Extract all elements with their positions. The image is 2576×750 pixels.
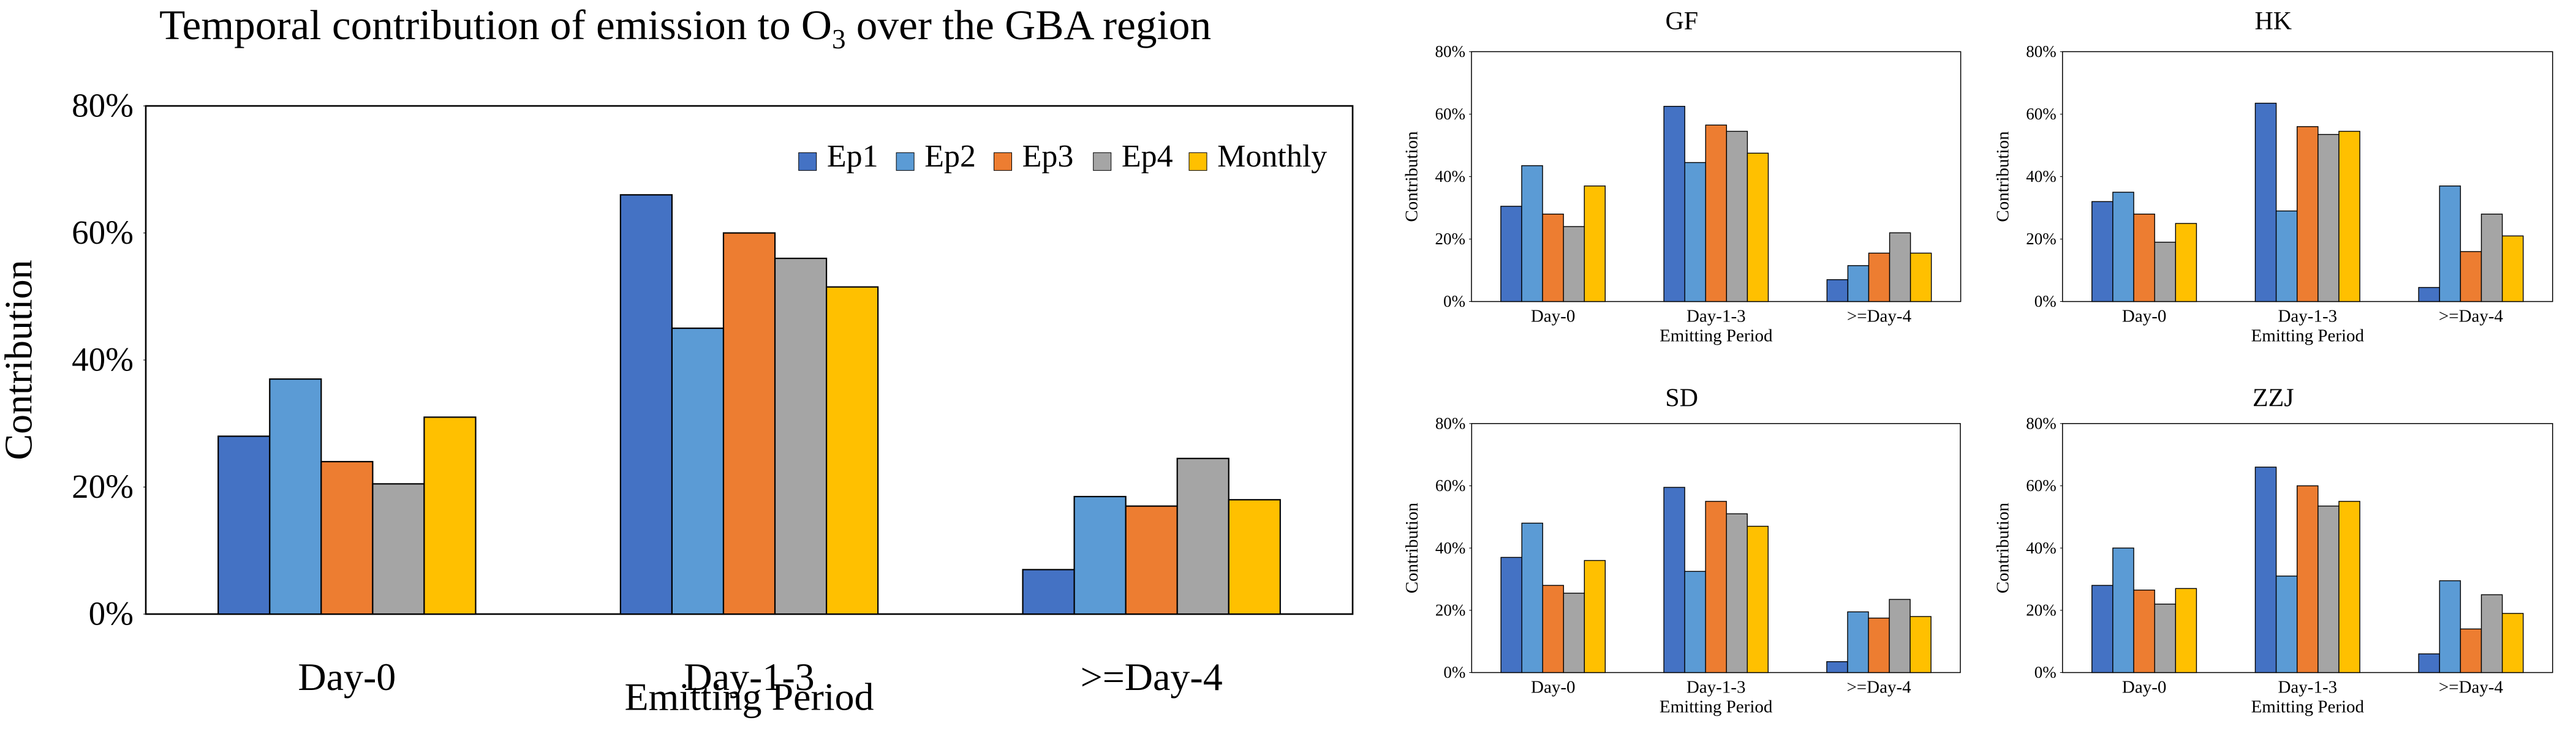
svg-text:Day-0: Day-0 [2122,678,2166,697]
svg-text:60%: 60% [72,214,134,251]
svg-text:Day-1-3: Day-1-3 [1686,307,1746,326]
svg-text:>=Day-4: >=Day-4 [2439,307,2504,326]
svg-text:40%: 40% [72,341,134,378]
svg-text:Monthly: Monthly [1217,139,1327,174]
svg-text:40%: 40% [1435,539,1466,557]
svg-text:Ep2: Ep2 [924,139,976,174]
svg-text:Ep3: Ep3 [1022,139,1074,174]
svg-text:Ep4: Ep4 [1122,139,1173,174]
svg-text:Contribution: Contribution [1402,131,1422,222]
svg-text:80%: 80% [1435,414,1466,432]
svg-text:Day-0: Day-0 [298,655,396,699]
svg-text:Day-0: Day-0 [1531,307,1575,326]
svg-text:60%: 60% [2026,105,2057,123]
svg-text:Contribution: Contribution [1993,503,2012,594]
svg-text:Ep1: Ep1 [827,139,878,174]
svg-text:20%: 20% [1435,601,1466,619]
svg-text:Day-1-3: Day-1-3 [1686,678,1746,697]
svg-text:80%: 80% [2026,42,2057,61]
svg-text:Day-1-3: Day-1-3 [2278,678,2337,697]
svg-text:GF: GF [1665,7,1698,36]
svg-text:40%: 40% [1435,167,1466,186]
svg-text:>=Day-4: >=Day-4 [1846,678,1911,697]
svg-text:20%: 20% [2026,601,2057,619]
svg-text:Contribution: Contribution [0,260,40,460]
svg-text:>=Day-4: >=Day-4 [2439,678,2504,697]
svg-text:40%: 40% [2026,167,2057,186]
svg-text:Emitting Period: Emitting Period [2251,697,2365,717]
svg-text:0%: 0% [2034,292,2057,310]
svg-text:ZZJ: ZZJ [2253,384,2294,413]
svg-text:60%: 60% [1435,476,1466,495]
svg-text:Day-0: Day-0 [2122,307,2166,326]
svg-text:0%: 0% [1443,663,1465,681]
svg-text:Day-0: Day-0 [1531,678,1575,697]
svg-text:0%: 0% [2034,663,2057,681]
svg-text:20%: 20% [1435,230,1466,248]
svg-text:0%: 0% [89,595,134,632]
svg-text:0%: 0% [1443,292,1465,310]
svg-text:80%: 80% [2026,414,2057,432]
svg-text:Contribution: Contribution [1402,503,1422,594]
svg-text:Emitting Period: Emitting Period [1660,697,1773,717]
svg-text:20%: 20% [2026,230,2057,248]
svg-text:Day-1-3: Day-1-3 [2278,307,2337,326]
svg-text:>=Day-4: >=Day-4 [1081,655,1223,699]
svg-text:80%: 80% [1435,42,1466,61]
svg-text:60%: 60% [1435,105,1466,123]
svg-text:Contribution: Contribution [1993,131,2012,222]
svg-text:HK: HK [2254,7,2292,36]
svg-text:SD: SD [1665,384,1698,413]
svg-text:20%: 20% [72,468,134,505]
svg-text:>=Day-4: >=Day-4 [1847,307,1912,326]
svg-text:40%: 40% [2026,539,2057,557]
svg-text:Emitting Period: Emitting Period [2251,326,2365,346]
svg-text:60%: 60% [2026,476,2057,495]
svg-text:Emitting Period: Emitting Period [624,675,874,718]
svg-text:80%: 80% [72,87,134,124]
svg-text:Emitting Period: Emitting Period [1660,326,1773,346]
